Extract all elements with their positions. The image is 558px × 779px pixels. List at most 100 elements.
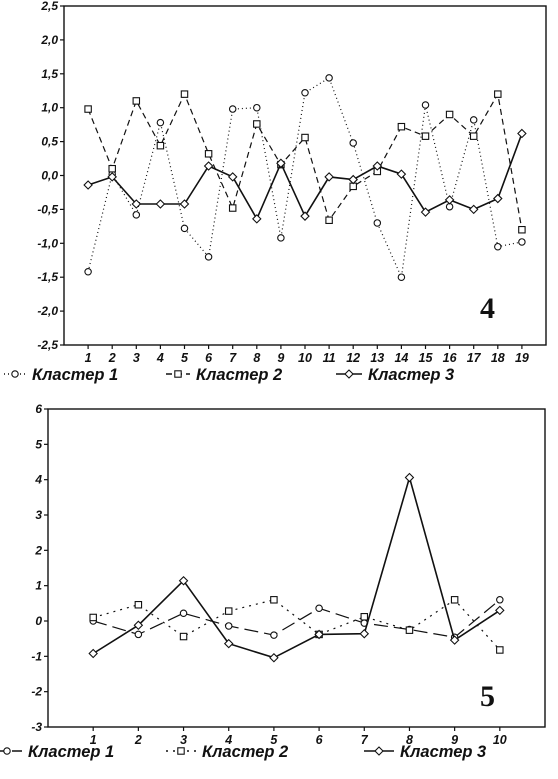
x-tick-label: 8 — [406, 733, 413, 747]
data-point — [494, 242, 502, 251]
legend-marker — [3, 747, 11, 755]
data-point — [253, 103, 261, 112]
data-point — [397, 273, 406, 281]
legend: Кластер 1 Кластер 2 Кластер 3 — [4, 366, 454, 384]
x-tick-label: 6 — [205, 351, 213, 365]
legend: Кластер 1 Кластер 2 Кластер 3 — [0, 743, 486, 761]
legend-label: Кластер 1 — [28, 743, 114, 761]
data-point — [518, 238, 526, 246]
x-tick-label: 10 — [493, 733, 507, 747]
data-point — [360, 613, 369, 621]
x-tick-label: 8 — [253, 351, 260, 365]
data-point — [300, 211, 310, 221]
data-point — [518, 225, 526, 234]
data-point — [420, 207, 431, 217]
x-tick-label: 11 — [323, 351, 336, 365]
data-point — [277, 234, 285, 242]
data-point — [348, 174, 358, 185]
x-tick-label: 1 — [85, 351, 92, 365]
y-tick-label: -2,0 — [37, 304, 58, 318]
series-1 — [89, 596, 504, 642]
y-tick-label: 3 — [35, 508, 42, 522]
data-point — [204, 253, 213, 261]
data-point — [444, 195, 455, 205]
x-tick-label: 1 — [90, 733, 97, 747]
data-point — [107, 172, 117, 182]
data-point — [224, 622, 233, 630]
x-tick-label: 5 — [270, 733, 278, 747]
series-2 — [84, 90, 526, 234]
data-point — [325, 216, 333, 224]
data-point — [131, 199, 142, 209]
data-point — [180, 90, 189, 98]
data-point — [449, 635, 460, 645]
y-tick-label: 0 — [35, 614, 42, 628]
series-line — [87, 133, 523, 221]
x-tick-label: 18 — [491, 351, 505, 365]
y-tick-label: 5 — [35, 437, 42, 451]
data-point — [227, 172, 238, 182]
data-point — [421, 132, 430, 140]
data-point — [134, 630, 143, 639]
data-point — [469, 132, 478, 140]
x-tick-label: 7 — [361, 733, 369, 747]
x-tick-label: 9 — [277, 351, 284, 365]
legend-marker — [11, 370, 19, 378]
data-point — [468, 204, 479, 215]
x-tick-label: 3 — [133, 351, 140, 365]
data-point — [373, 219, 382, 227]
data-point — [179, 609, 188, 617]
y-tick-label: -2,5 — [37, 338, 58, 352]
legend-label: Кластер 3 — [400, 743, 486, 761]
data-point — [496, 646, 504, 654]
data-point — [496, 596, 504, 604]
x-tick-label: 12 — [346, 351, 360, 365]
data-point — [495, 605, 505, 616]
legend-marker — [374, 746, 384, 756]
data-point — [253, 120, 261, 128]
x-tick-label: 16 — [443, 351, 458, 365]
data-point — [88, 648, 98, 659]
data-point — [301, 89, 309, 97]
x-tick-label: 7 — [229, 351, 237, 365]
data-point — [517, 128, 527, 139]
y-tick-label: 2,5 — [40, 0, 58, 13]
data-point — [469, 116, 478, 124]
x-tick-label: 15 — [419, 351, 434, 365]
data-point — [228, 105, 237, 113]
data-point — [84, 268, 92, 276]
data-point — [252, 214, 262, 224]
data-point — [494, 90, 502, 98]
x-tick-label: 6 — [316, 733, 324, 747]
data-point — [301, 133, 309, 142]
data-point — [156, 141, 165, 150]
data-point — [450, 596, 459, 604]
x-tick-label: 19 — [515, 351, 529, 365]
data-point — [349, 139, 357, 147]
data-point — [223, 638, 234, 649]
x-tick-label: 17 — [467, 351, 482, 365]
data-point — [132, 211, 141, 219]
x-tick-label: 13 — [370, 351, 384, 365]
data-point — [179, 632, 188, 641]
plot-frame — [47, 408, 546, 728]
legend-marker — [174, 370, 182, 378]
series-line — [92, 474, 501, 659]
data-point — [133, 620, 144, 631]
y-tick-label: -3 — [31, 720, 42, 734]
series-line — [87, 92, 523, 230]
data-point — [83, 180, 93, 190]
data-point — [269, 652, 279, 663]
series-3 — [83, 128, 527, 224]
data-point — [156, 118, 165, 127]
data-point — [421, 101, 430, 109]
data-point — [324, 172, 334, 182]
legend-label: Кластер 2 — [196, 366, 282, 384]
data-point — [270, 596, 278, 604]
data-point — [445, 110, 454, 119]
data-point — [179, 199, 190, 209]
x-tick-label: 5 — [181, 351, 189, 365]
data-point — [84, 105, 92, 113]
data-point — [315, 604, 323, 613]
